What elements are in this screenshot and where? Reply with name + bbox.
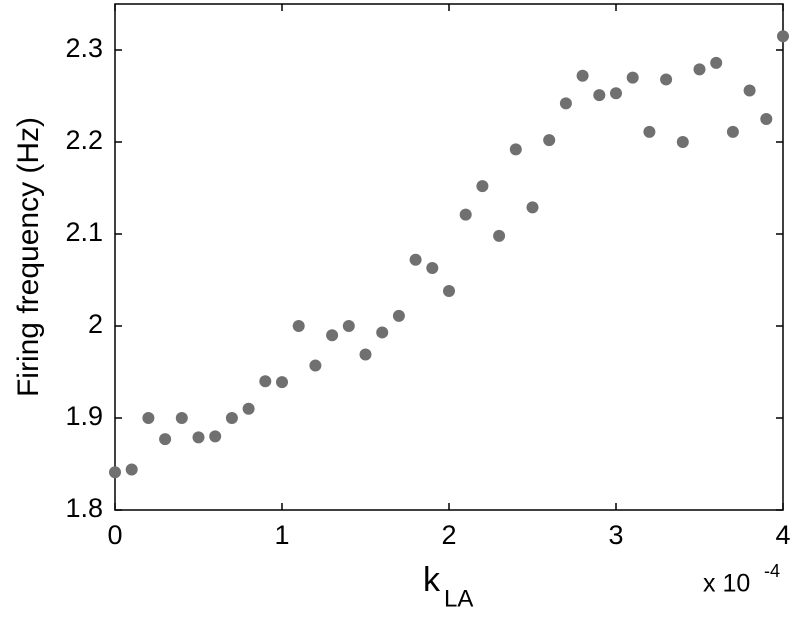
y-tick-label: 1.9 <box>65 401 103 431</box>
point <box>326 329 339 342</box>
point <box>543 134 556 147</box>
y-tick-label: 2 <box>88 309 103 339</box>
point <box>192 431 205 444</box>
point <box>593 89 606 102</box>
point <box>459 208 472 221</box>
point <box>359 348 372 361</box>
y-tick-label: 2.3 <box>65 33 103 63</box>
point <box>526 201 539 214</box>
y-tick-label: 1.8 <box>65 493 103 523</box>
point <box>125 463 138 476</box>
point <box>777 30 789 43</box>
point <box>676 136 689 148</box>
point <box>209 430 222 443</box>
point <box>710 56 723 69</box>
x-tick-label: 3 <box>608 520 623 550</box>
point <box>409 253 422 266</box>
point <box>309 359 322 372</box>
point <box>626 71 639 84</box>
point <box>660 73 673 86</box>
x-tick-label: 4 <box>775 520 790 550</box>
y-tick-label: 2.1 <box>65 217 103 247</box>
point <box>292 320 305 332</box>
point <box>259 375 272 388</box>
x-multiplier-exponent: -4 <box>764 561 780 581</box>
x-axis-label-subscript: LA <box>444 585 473 612</box>
point <box>476 180 489 193</box>
x-tick-label: 1 <box>274 520 289 550</box>
point <box>726 125 739 138</box>
point <box>242 402 255 415</box>
point <box>693 63 706 76</box>
x-multiplier: x 10 <box>703 570 750 598</box>
point <box>743 84 756 97</box>
point <box>159 433 172 446</box>
point <box>342 320 355 332</box>
point <box>276 376 288 389</box>
x-tick-label: 2 <box>441 520 456 550</box>
y-axis-label: Firing frequency (Hz) <box>12 117 45 397</box>
point <box>142 412 155 424</box>
point <box>493 229 506 242</box>
point <box>509 143 522 156</box>
y-tick-label: 2.2 <box>65 125 103 155</box>
point <box>376 326 389 339</box>
x-tick-label: 0 <box>107 520 122 550</box>
point <box>225 412 238 424</box>
point <box>426 262 439 275</box>
point <box>559 97 572 110</box>
point <box>610 87 622 100</box>
point <box>392 309 405 322</box>
point <box>175 412 188 424</box>
point <box>109 466 121 479</box>
point <box>576 69 589 82</box>
x-axis-label: k <box>423 561 441 599</box>
point <box>760 113 773 125</box>
point <box>443 285 455 298</box>
point <box>643 125 656 138</box>
